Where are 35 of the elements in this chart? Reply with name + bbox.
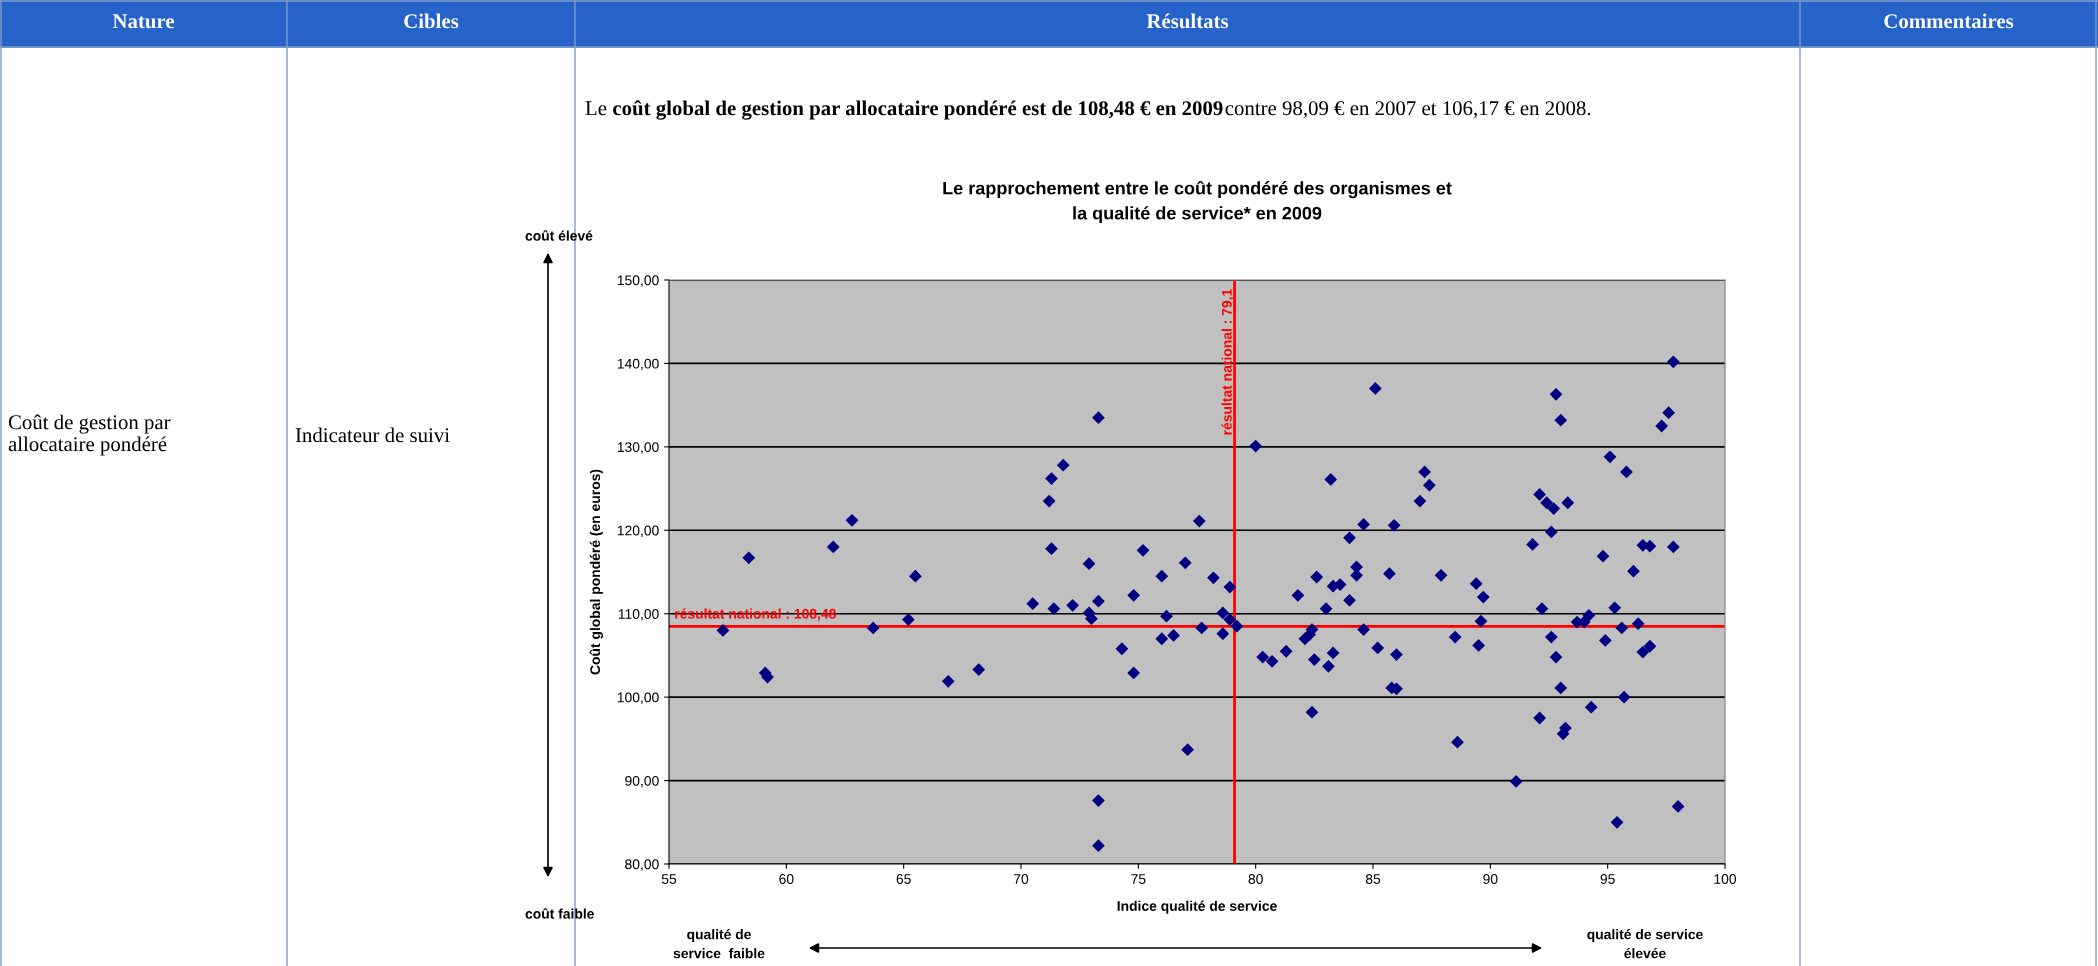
x-tick-label: 70 — [1013, 874, 1029, 884]
text: qualité de service faible — [673, 928, 765, 959]
y-axis-title: Coût global pondéré (en euros) — [589, 469, 603, 675]
y-tick-label: 90,00 — [625, 775, 659, 788]
text: qualité de service élevée — [1587, 928, 1703, 959]
text: coût faible — [525, 908, 594, 919]
y-tick-label: 80,00 — [625, 859, 659, 871]
y-tick-label: 120,00 — [617, 525, 659, 538]
y-tick-label: 110,00 — [618, 609, 659, 621]
text: coût élevé — [525, 230, 593, 241]
text: Coût de gestion par allocataire pondéré — [8, 414, 171, 456]
x-axis-title: Indice qualité de service — [1117, 900, 1277, 914]
text: Indicateur de suivi — [295, 427, 450, 443]
x-tick-label: 85 — [1365, 874, 1381, 884]
x-tick-label: 75 — [1131, 874, 1146, 884]
x-tick-label: 65 — [896, 874, 911, 884]
text: Nature — [112, 14, 175, 29]
ref-line-label: résultat national : 79,1 — [1221, 289, 1234, 435]
text: contre 98,09 € en 2007 et 106,17 € en 2008. — [1225, 101, 1591, 119]
x-tick-label: 80 — [1248, 874, 1263, 884]
text: Cibles — [404, 13, 459, 29]
x-tick-label: 95 — [1600, 874, 1615, 884]
text: Commentaires — [1884, 13, 2014, 29]
y-tick-label: 150,00 — [617, 275, 659, 287]
y-tick-label: 100,00 — [617, 692, 659, 704]
y-tick-label: 140,00 — [617, 358, 659, 371]
x-tick-label: 100 — [1714, 874, 1737, 884]
text: coût global de gestion par allocataire pondéré est de 108,48 € en 2009 — [613, 100, 1223, 120]
y-tick-label: 130,00 — [617, 442, 659, 454]
text: Le — [585, 101, 607, 116]
x-tick-label: 55 — [661, 874, 677, 884]
chart-title: Le rapprochement entre le coût pondéré des organismes et la qualité de service* en 2009 — [943, 180, 1452, 224]
text: Résultats — [1146, 13, 1229, 29]
x-tick-label: 60 — [779, 874, 794, 884]
x-tick-label: 90 — [1483, 874, 1498, 884]
